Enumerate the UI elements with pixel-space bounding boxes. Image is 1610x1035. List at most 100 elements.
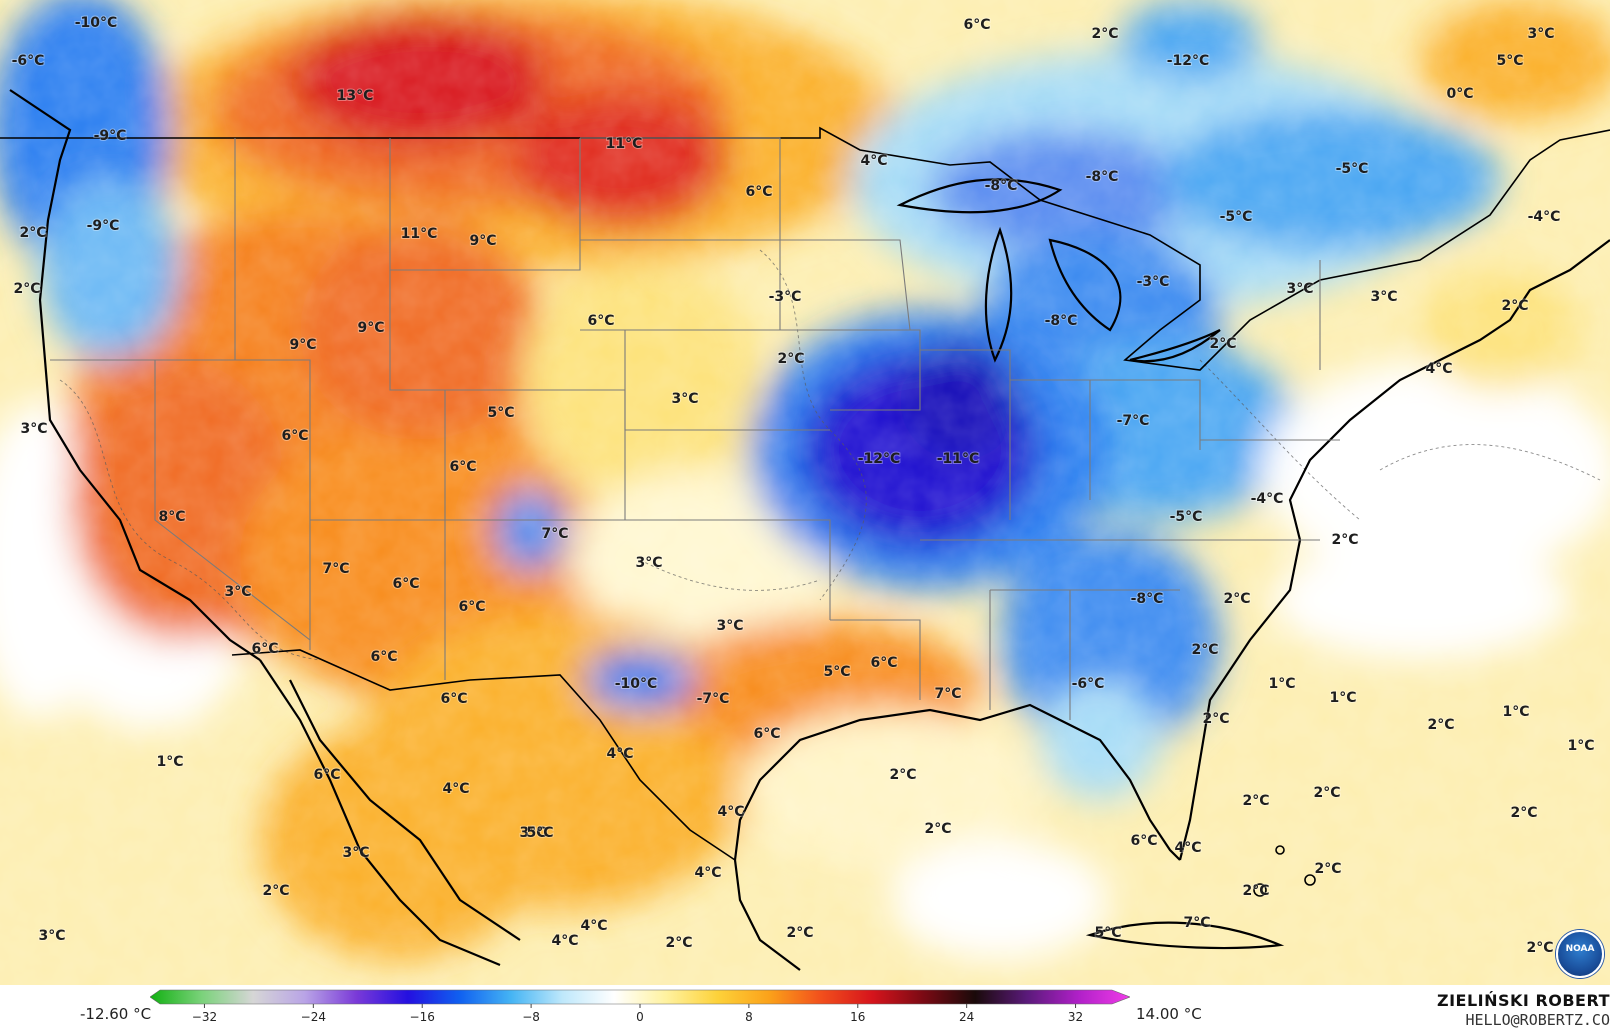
temperature-label: 5°C <box>526 825 553 841</box>
temperature-label: -8°C <box>1131 591 1164 607</box>
temperature-label: 6°C <box>458 599 485 615</box>
temperature-label: 3°C <box>342 845 369 861</box>
legend-tick-label: 24 <box>959 1010 974 1024</box>
temperature-label: 2°C <box>13 281 40 297</box>
temperature-label: 3°C <box>671 391 698 407</box>
temperature-label: 4°C <box>1425 361 1452 377</box>
temperature-label: 3°C <box>635 555 662 571</box>
temperature-label: -8°C <box>1086 169 1119 185</box>
temperature-anomaly-map: -10°C -6°C 13°C -9°C -9°C 2°C 2°C 11°C 11°C 9°C 9°… <box>0 0 1610 985</box>
temperature-label: 2°C <box>889 767 916 783</box>
temperature-label: 3°C <box>716 618 743 634</box>
temperature-label: 3°C <box>20 421 47 437</box>
temperature-label: 3°C <box>519 825 546 841</box>
temperature-label: 2°C <box>1314 861 1341 877</box>
temperature-label: 2°C <box>262 883 289 899</box>
temperature-label: -8°C <box>985 178 1018 194</box>
temperature-label: 6°C <box>963 17 990 33</box>
temperature-label: -12°C <box>1167 53 1210 69</box>
temperature-label: 0°C <box>1446 86 1473 102</box>
temperature-label: -6°C <box>12 53 45 69</box>
temperature-label: 1°C <box>1329 690 1356 706</box>
temperature-label: 1°C <box>1268 676 1295 692</box>
noaa-logo-text: NOAA <box>1565 944 1595 954</box>
legend-max-label: 14.00 °C <box>1136 1005 1202 1023</box>
temperature-labels: -10°C -6°C 13°C -9°C -9°C 2°C 2°C 11°C 11°C 9°C 9°… <box>11 14 1596 957</box>
temperature-label: -3°C <box>1137 274 1170 290</box>
temperature-label: 2°C <box>1242 883 1269 899</box>
temperature-label: 2°C <box>665 935 692 951</box>
temperature-label: -3°C <box>769 289 802 305</box>
temperature-label: 11°C <box>606 136 643 152</box>
temperature-label: 3°C <box>1370 289 1397 305</box>
temperature-label: 2°C <box>1223 591 1250 607</box>
temperature-label: 6°C <box>753 726 780 742</box>
temperature-label: 4°C <box>860 153 887 169</box>
temperature-label: 2°C <box>1313 785 1340 801</box>
temperature-label: 2°C <box>1510 805 1537 821</box>
temperature-label: 4°C <box>606 746 633 762</box>
author-email: HELLO@ROBERTZ.CO <box>1465 1011 1610 1029</box>
temperature-label: 13°C <box>337 88 374 104</box>
legend-ticks: −32 −24 −16 −8 0 8 16 24 32 <box>192 1004 1083 1024</box>
temperature-label: -4°C <box>1251 491 1284 507</box>
temperature-label: 6°C <box>587 313 614 329</box>
author-credit: ZIELIŃSKI ROBERT <box>1436 991 1610 1010</box>
temperature-label: 1°C <box>1567 738 1594 754</box>
temperature-label: 2°C <box>1427 717 1454 733</box>
temperature-label: 4°C <box>580 918 607 934</box>
temperature-label: -9°C <box>94 128 127 144</box>
temperature-label: 2°C <box>777 351 804 367</box>
temperature-label: 6°C <box>392 576 419 592</box>
temperature-label: 3°C <box>38 928 65 944</box>
temperature-label: 6°C <box>1130 833 1157 849</box>
map-canvas: -10°C -6°C 13°C -9°C -9°C 2°C 2°C 11°C 11°C 9°C 9°… <box>0 0 1610 985</box>
legend-tick-label: −24 <box>301 1010 326 1024</box>
temperature-label: 5°C <box>1094 925 1121 941</box>
temperature-label: 2°C <box>1209 336 1236 352</box>
temperature-label: 6°C <box>870 655 897 671</box>
temperature-label: 4°C <box>717 804 744 820</box>
color-scale-legend: -12.60 °C −32 −24 −16 −8 0 8 16 24 32 14.00 °C Z… <box>0 985 1610 1035</box>
legend-tick-label: −16 <box>410 1010 435 1024</box>
temperature-label: 2°C <box>19 225 46 241</box>
temperature-label: -6°C <box>1072 676 1105 692</box>
temperature-label: 2°C <box>1191 642 1218 658</box>
temperature-label: 7°C <box>322 561 349 577</box>
temperature-label: 2°C <box>924 821 951 837</box>
temperature-label: 3°C <box>1527 26 1554 42</box>
temperature-label: 4°C <box>442 781 469 797</box>
temperature-label: 6°C <box>281 428 308 444</box>
temperature-label: 11°C <box>401 226 438 242</box>
temperature-label: -7°C <box>1117 413 1150 429</box>
temperature-label: -10°C <box>75 15 118 31</box>
temperature-label: 7°C <box>934 686 961 702</box>
temperature-label: 6°C <box>251 641 278 657</box>
noaa-logo-icon <box>1556 930 1604 978</box>
temperature-label: 1°C <box>1502 704 1529 720</box>
legend-colorbar: −32 −24 −16 −8 0 8 16 24 32 <box>150 989 1130 1024</box>
temperature-label: 6°C <box>745 184 772 200</box>
temperature-label: 2°C <box>1331 532 1358 548</box>
temperature-label: 9°C <box>289 337 316 353</box>
temperature-label: 6°C <box>370 649 397 665</box>
temperature-label: 4°C <box>1174 840 1201 856</box>
legend-tick-label: 32 <box>1068 1010 1083 1024</box>
temperature-label: -12°C <box>858 451 901 467</box>
temperature-label: 2°C <box>1202 711 1229 727</box>
legend-min-label: -12.60 °C <box>80 1005 152 1023</box>
texture-overlay <box>0 0 1610 985</box>
temperature-label: -5°C <box>1336 161 1369 177</box>
temperature-label: 1°C <box>156 754 183 770</box>
temperature-label: 3°C <box>1286 281 1313 297</box>
legend-tick-label: 8 <box>745 1010 753 1024</box>
temperature-label: 8°C <box>158 509 185 525</box>
temperature-label: 2°C <box>1526 940 1553 956</box>
temperature-label: 7°C <box>541 526 568 542</box>
legend-tick-label: 16 <box>850 1010 865 1024</box>
temperature-label: -11°C <box>937 451 980 467</box>
temperature-label: 2°C <box>1091 26 1118 42</box>
temperature-label: -5°C <box>1220 209 1253 225</box>
boundaries <box>0 89 1610 971</box>
temperature-label: 9°C <box>469 233 496 249</box>
